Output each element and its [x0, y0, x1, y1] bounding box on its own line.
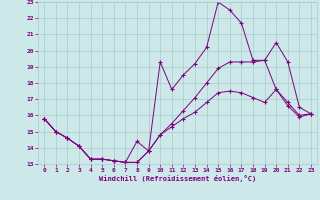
X-axis label: Windchill (Refroidissement éolien,°C): Windchill (Refroidissement éolien,°C): [99, 175, 256, 182]
